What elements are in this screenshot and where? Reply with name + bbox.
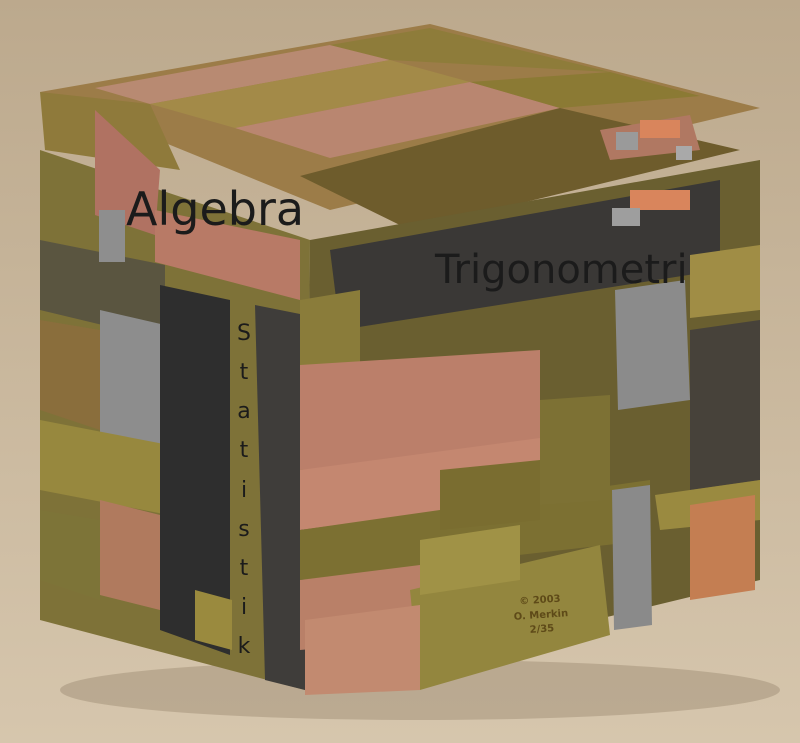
statistik-letter: k [237, 634, 251, 659]
statistik-letter: a [237, 399, 251, 425]
statistik-letter: t [239, 438, 249, 464]
statistik-letter: t [239, 555, 249, 581]
statistik-letter: i [240, 594, 248, 620]
cube-left-face [40, 110, 310, 690]
trigonometri-label: Trigonometri [435, 247, 688, 293]
statistik-letter: S [237, 321, 251, 346]
statistik-letter: s [238, 516, 250, 542]
statistik-label: S t a t i s t i k [230, 323, 258, 658]
cube-right-face [300, 160, 760, 695]
statistik-letter: t [239, 360, 249, 386]
engraved-plate: © 2003 O. Merkin 2/35 [505, 592, 578, 640]
statistik-letter: i [240, 477, 248, 503]
algebra-label: Algebra [126, 182, 305, 236]
